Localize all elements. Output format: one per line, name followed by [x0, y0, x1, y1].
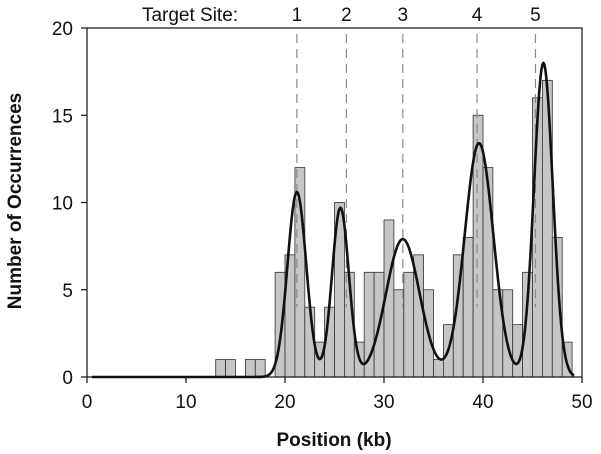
histogram-bar — [215, 359, 226, 378]
x-axis-ticks: 0 10 20 30 40 50 — [82, 377, 593, 413]
y-tick-label: 15 — [52, 106, 73, 127]
x-tick-label: 10 — [175, 392, 196, 413]
y-axis-title: Number of Occurrences — [5, 93, 26, 309]
x-tick-label: 20 — [274, 392, 295, 413]
target-site-label: 4 — [472, 5, 483, 26]
x-tick-label: 40 — [472, 392, 493, 413]
histogram-bar — [433, 359, 444, 378]
y-tick-label: 20 — [52, 19, 73, 40]
target-site-lines — [296, 34, 537, 308]
y-tick-label: 0 — [62, 368, 73, 389]
histogram-bar — [482, 167, 494, 378]
target-site-title: Target Site: — [142, 5, 238, 26]
x-tick-label: 50 — [571, 392, 592, 413]
histogram-bar — [403, 271, 415, 378]
x-axis-title: Position (kb) — [276, 430, 391, 451]
target-site-label: 3 — [398, 5, 409, 26]
y-tick-label: 10 — [52, 194, 73, 215]
y-axis-ticks: 0 5 10 15 20 — [52, 19, 87, 389]
target-site-label: 2 — [341, 5, 352, 26]
histogram-bar — [462, 236, 474, 378]
x-tick-label: 30 — [373, 392, 394, 413]
histogram-bar — [244, 359, 256, 378]
target-site-label: 1 — [292, 5, 303, 26]
target-site-label: 5 — [530, 5, 541, 26]
target-site-labels: Target Site: 1 2 3 4 5 — [142, 5, 541, 26]
histogram-bar — [254, 359, 266, 378]
histogram-bar — [393, 289, 405, 378]
histogram-bars — [215, 79, 573, 378]
x-tick-label: 0 — [82, 392, 93, 413]
histogram-bar — [225, 359, 236, 378]
y-tick-label: 5 — [62, 281, 73, 302]
